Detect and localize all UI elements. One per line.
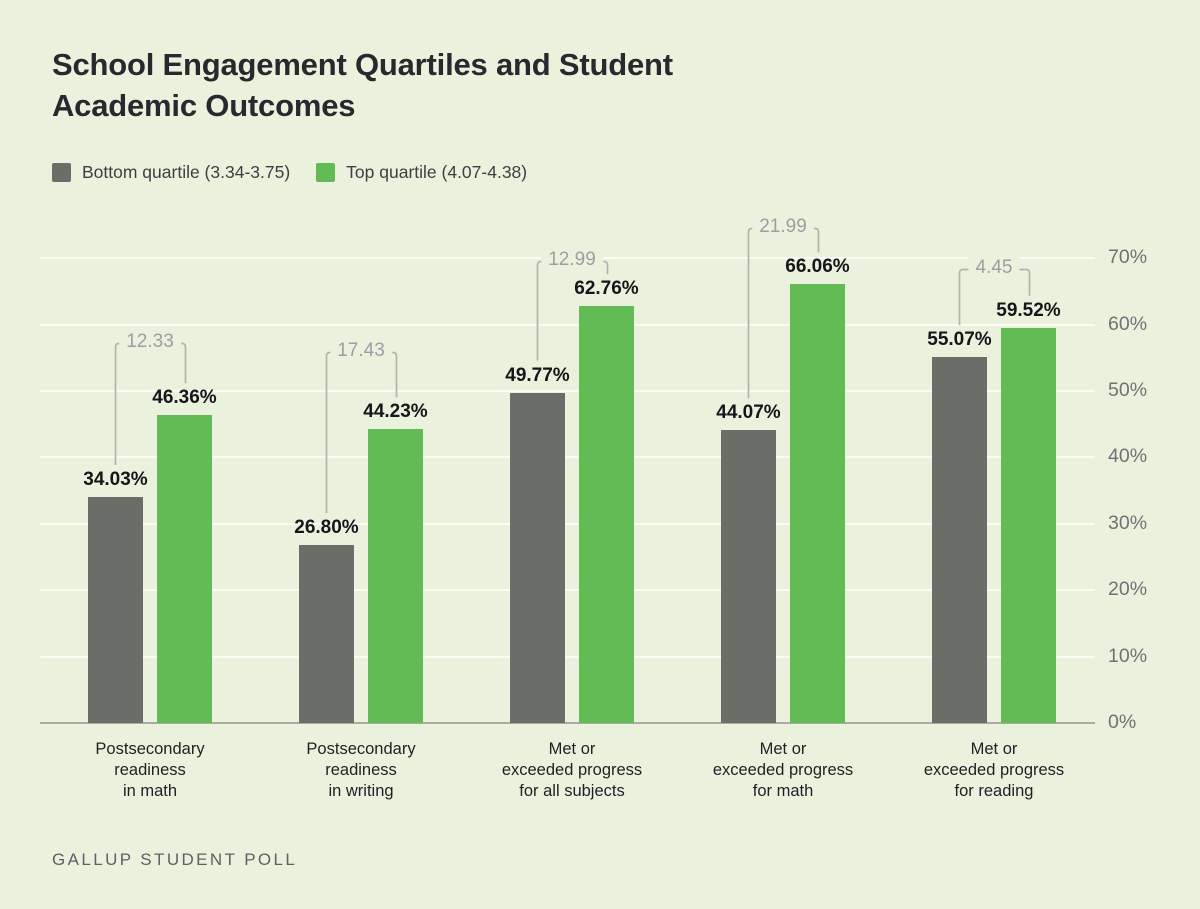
legend-item-bottom-quartile: Bottom quartile (3.34-3.75) <box>52 162 290 183</box>
category-label: Met or exceeded progress for math <box>712 740 854 800</box>
gridline <box>40 522 1095 525</box>
bar-value-label: 44.23% <box>363 401 428 423</box>
y-axis-tick-label: 40% <box>1108 445 1148 468</box>
bar-value-label: 62.76% <box>574 278 639 300</box>
bar-top-quartile <box>368 429 423 723</box>
bar-value-label: 44.07% <box>716 402 781 424</box>
bar-bottom-quartile <box>510 392 565 723</box>
bar-bottom-quartile <box>932 357 987 723</box>
source-attribution: GALLUP STUDENT POLL <box>52 850 298 869</box>
category-label: Postsecondary readiness in math <box>95 740 205 800</box>
bar-value-label: 55.07% <box>927 329 992 351</box>
category-label: Met or exceeded progress for reading <box>923 740 1065 800</box>
y-axis-tick-label: 20% <box>1108 578 1148 601</box>
legend-item-top-quartile: Top quartile (4.07-4.38) <box>316 162 527 183</box>
gridline <box>40 456 1095 459</box>
y-axis-tick-label: 60% <box>1108 312 1148 335</box>
bar-value-label: 59.52% <box>996 299 1061 321</box>
category-label: Met or exceeded progress for all subject… <box>501 740 643 800</box>
bar-value-label: 34.03% <box>83 469 148 491</box>
y-axis-tick-label: 0% <box>1108 711 1137 733</box>
bar-top-quartile <box>790 284 845 723</box>
bar-value-label: 46.36% <box>152 387 217 409</box>
legend-swatch-top-quartile <box>316 163 336 182</box>
difference-label: 21.99 <box>752 216 814 238</box>
legend-label-top-quartile: Top quartile (4.07-4.38) <box>346 162 528 182</box>
bar-bottom-quartile <box>721 430 776 723</box>
legend: Bottom quartile (3.34-3.75) Top quartile… <box>52 162 527 183</box>
bar-value-label: 49.77% <box>505 364 570 386</box>
difference-label: 12.33 <box>119 331 181 353</box>
bar-top-quartile <box>579 306 634 723</box>
bar-value-label: 26.80% <box>294 517 359 539</box>
bar-value-label: 66.06% <box>785 256 850 278</box>
y-axis-tick-label: 30% <box>1108 511 1148 534</box>
difference-bracket <box>325 351 397 514</box>
bar-bottom-quartile <box>299 545 354 723</box>
difference-label: 17.43 <box>330 340 392 362</box>
legend-swatch-bottom-quartile <box>52 163 71 182</box>
category-label: Postsecondary readiness in writing <box>306 740 416 800</box>
difference-bracket <box>114 342 186 466</box>
gridline <box>40 655 1095 658</box>
chart-title-line2: Academic Outcomes <box>52 88 356 123</box>
y-axis-tick-label: 50% <box>1108 379 1148 401</box>
x-axis-line <box>40 722 1095 724</box>
bar-top-quartile <box>157 415 212 723</box>
gridline <box>40 589 1095 592</box>
difference-label: 12.99 <box>541 249 603 271</box>
chart-title-line1: School Engagement Quartiles and Student <box>52 47 673 82</box>
difference-bracket <box>747 227 819 399</box>
gridline <box>40 323 1095 326</box>
bar-top-quartile <box>1001 327 1056 723</box>
difference-label: 4.45 <box>968 257 1020 279</box>
legend-label-bottom-quartile: Bottom quartile (3.34-3.75) <box>82 162 291 182</box>
chart-title: School Engagement Quartiles and Student … <box>52 44 852 126</box>
gridline <box>40 390 1095 392</box>
y-axis-tick-label: 70% <box>1108 246 1148 269</box>
y-axis-tick-label: 10% <box>1108 644 1148 667</box>
difference-bracket <box>536 260 608 361</box>
bar-bottom-quartile <box>88 497 143 723</box>
